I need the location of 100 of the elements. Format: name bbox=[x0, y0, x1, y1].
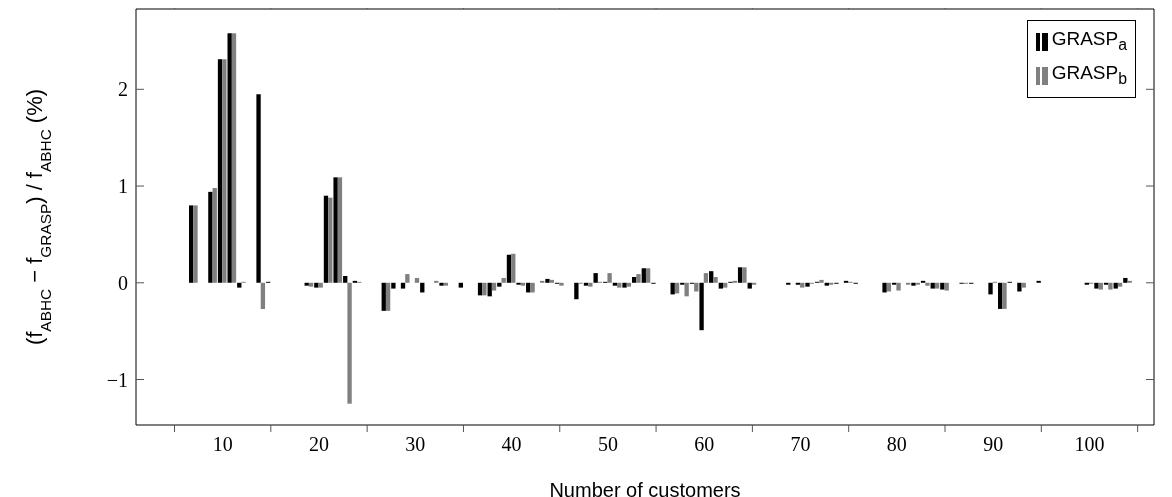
bar bbox=[491, 282, 497, 291]
bar bbox=[636, 274, 641, 283]
bar bbox=[314, 282, 319, 288]
bar bbox=[1117, 282, 1123, 287]
bar bbox=[260, 282, 266, 309]
bar bbox=[237, 282, 242, 288]
bar bbox=[530, 282, 535, 293]
bar bbox=[501, 277, 506, 283]
bar bbox=[607, 273, 612, 283]
bar bbox=[588, 282, 593, 287]
bar bbox=[414, 277, 420, 283]
bar bbox=[391, 282, 396, 289]
bar bbox=[1094, 282, 1099, 289]
bar bbox=[723, 282, 728, 288]
bar bbox=[405, 274, 410, 283]
bar bbox=[497, 282, 502, 287]
bar bbox=[805, 282, 810, 287]
bar bbox=[217, 59, 223, 283]
bar bbox=[645, 268, 651, 283]
bar bbox=[318, 282, 323, 288]
bar bbox=[632, 276, 637, 283]
bar bbox=[988, 282, 993, 295]
bar bbox=[824, 282, 829, 286]
bar bbox=[443, 282, 449, 286]
bar bbox=[1123, 277, 1128, 283]
y-tick-label: 1 bbox=[118, 175, 128, 198]
bar bbox=[559, 282, 564, 286]
x-tick-label: 40 bbox=[501, 433, 522, 455]
bar bbox=[400, 282, 406, 289]
bar bbox=[1017, 282, 1022, 292]
x-tick-label: 60 bbox=[694, 433, 715, 455]
y-tick-label: −1 bbox=[106, 368, 128, 391]
y-tick-label: 0 bbox=[118, 271, 128, 294]
bar bbox=[925, 282, 930, 286]
bar bbox=[545, 278, 550, 283]
bar bbox=[819, 279, 824, 283]
x-tick-label: 10 bbox=[212, 433, 233, 455]
bar bbox=[1021, 282, 1026, 288]
bar bbox=[208, 191, 213, 283]
x-tick-label: 20 bbox=[308, 433, 329, 455]
bar bbox=[626, 282, 632, 287]
legend-label: GRASP$_{a}$ bbox=[1051, 27, 1127, 55]
bar bbox=[622, 282, 627, 288]
bar bbox=[304, 282, 309, 286]
bar bbox=[718, 282, 724, 289]
bar bbox=[896, 282, 901, 291]
bar bbox=[742, 267, 747, 283]
x-tick-label: 90 bbox=[983, 433, 1004, 455]
bar bbox=[458, 282, 463, 288]
bar bbox=[593, 273, 598, 283]
bar bbox=[347, 282, 352, 404]
bar bbox=[549, 279, 554, 283]
x-axis-title: Number of customers bbox=[549, 479, 741, 497]
bar bbox=[212, 187, 217, 283]
x-tick-label: 80 bbox=[886, 433, 907, 455]
bar bbox=[800, 282, 805, 288]
bar bbox=[709, 271, 714, 283]
bar bbox=[684, 282, 689, 297]
bar bbox=[511, 253, 516, 283]
bar bbox=[506, 254, 512, 283]
x-tick-label: 70 bbox=[790, 433, 811, 455]
bar bbox=[439, 282, 444, 286]
bar bbox=[231, 33, 237, 283]
bar bbox=[1002, 282, 1007, 309]
bar bbox=[1113, 282, 1118, 289]
bar bbox=[940, 282, 945, 290]
legend-label: GRASP$_{b}$ bbox=[1051, 60, 1127, 89]
bar bbox=[617, 282, 622, 288]
bar bbox=[612, 282, 618, 286]
bar bbox=[482, 282, 487, 296]
bar bbox=[188, 205, 194, 283]
bar bbox=[385, 282, 391, 311]
bar bbox=[997, 282, 1003, 309]
bar bbox=[222, 59, 227, 283]
bar bbox=[1108, 282, 1113, 290]
x-tick-label: 30 bbox=[405, 433, 426, 455]
bar bbox=[308, 282, 314, 287]
bar bbox=[699, 282, 704, 331]
bar bbox=[911, 282, 916, 286]
bar bbox=[323, 195, 329, 283]
bar bbox=[930, 282, 935, 289]
bar bbox=[934, 282, 940, 289]
bar bbox=[337, 177, 343, 283]
bar bbox=[737, 267, 743, 283]
y-tick-label: 2 bbox=[118, 78, 128, 101]
bar bbox=[747, 282, 752, 289]
x-tick-label: 100 bbox=[1074, 433, 1105, 455]
bar bbox=[713, 276, 718, 283]
bar bbox=[1098, 282, 1103, 290]
bar bbox=[574, 282, 579, 300]
bar bbox=[328, 197, 333, 283]
bar bbox=[256, 94, 261, 283]
bar bbox=[227, 33, 232, 283]
bar bbox=[703, 273, 709, 283]
bar bbox=[343, 276, 348, 283]
bar bbox=[520, 282, 526, 286]
x-tick-label: 50 bbox=[597, 433, 618, 455]
bar bbox=[381, 282, 386, 311]
bar bbox=[641, 268, 646, 283]
bar bbox=[193, 205, 198, 283]
